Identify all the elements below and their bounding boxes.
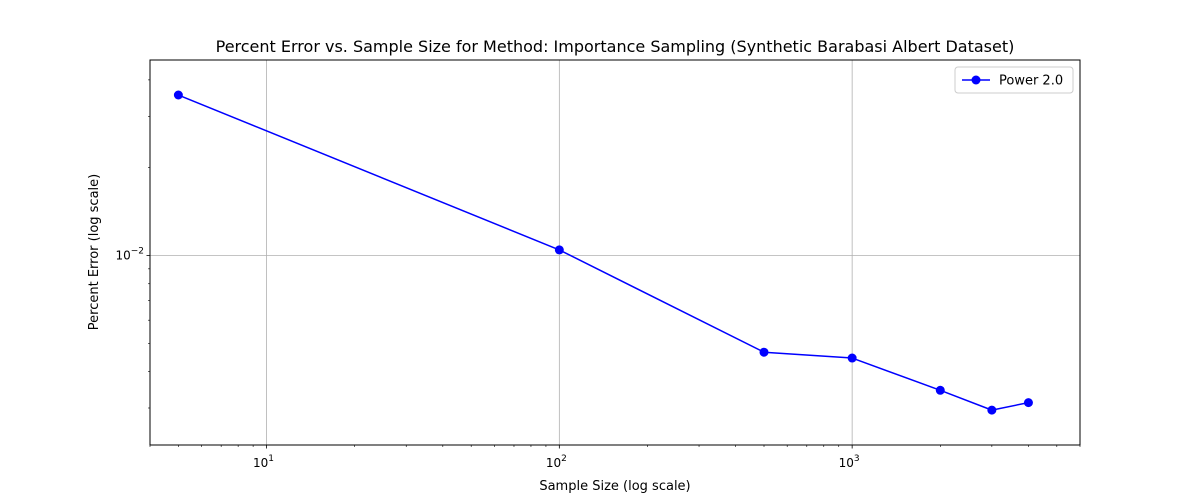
x-tick-label: 102 [546, 454, 567, 470]
data-point [1023, 398, 1033, 408]
x-tick-label: 103 [839, 454, 860, 470]
y-axis-ticks: 10−2 [115, 79, 150, 409]
legend-label: Power 2.0 [999, 74, 1063, 89]
data-point [847, 353, 857, 363]
chart-title: Percent Error vs. Sample Size for Method… [216, 37, 1015, 56]
x-tick-label: 101 [253, 454, 274, 470]
y-axis-label: Percent Error (log scale) [87, 174, 102, 330]
data-point [935, 385, 945, 395]
data-point [759, 347, 769, 357]
series-lines [173, 90, 1033, 415]
data-point [987, 405, 997, 415]
x-axis-label: Sample Size (log scale) [539, 479, 690, 494]
x-axis-ticks: 101 102 103 [149, 445, 1081, 470]
grid-lines [150, 60, 1080, 445]
plot-area [150, 60, 1080, 445]
legend-marker-sample [971, 75, 981, 85]
legend-box [954, 66, 1074, 94]
legend: Power 2.0 [954, 66, 1074, 94]
data-point [173, 90, 183, 100]
plot-frame [149, 59, 1081, 446]
data-point [554, 245, 564, 255]
y-tick-label: 10−2 [115, 246, 144, 262]
